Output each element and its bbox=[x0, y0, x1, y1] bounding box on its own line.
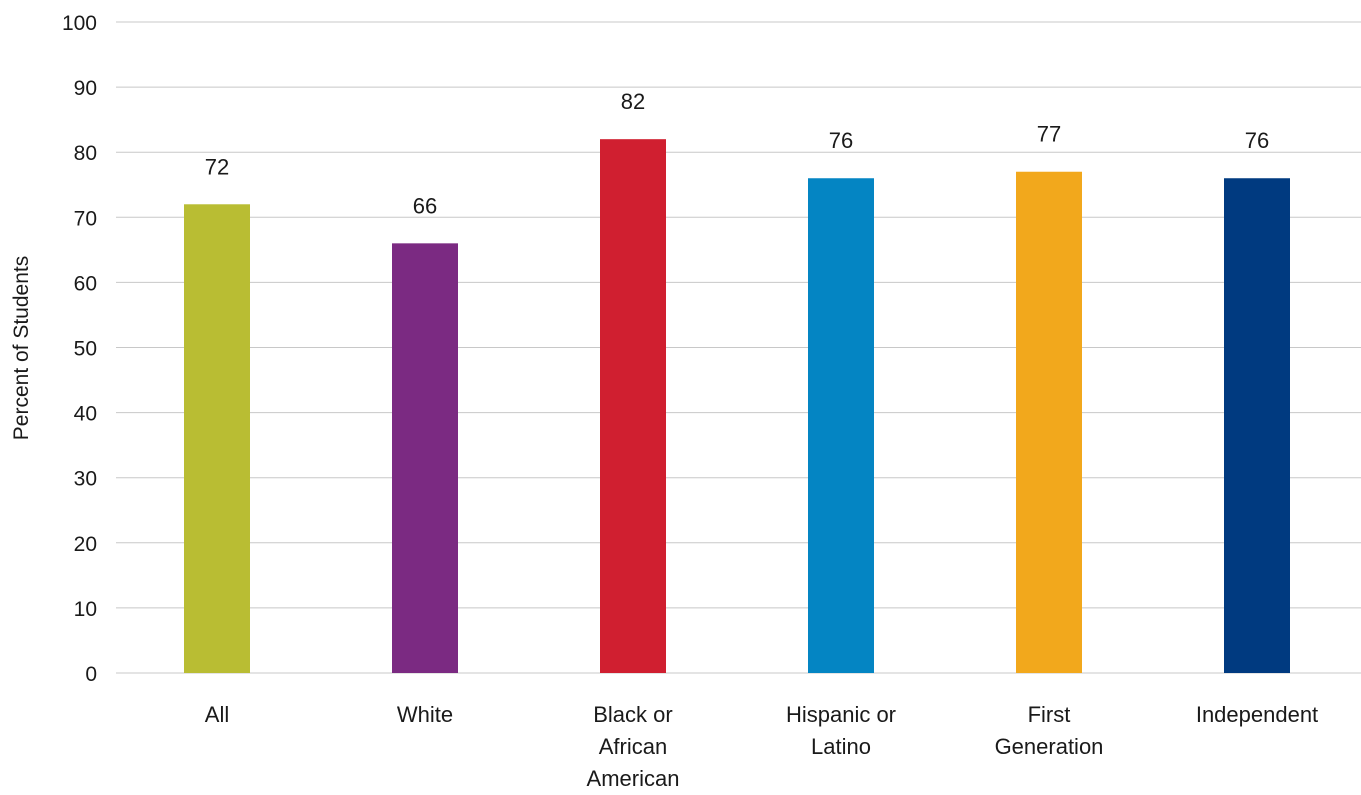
bar-2 bbox=[600, 139, 666, 673]
category-label-line: White bbox=[397, 702, 453, 727]
category-label-line: Generation bbox=[995, 734, 1104, 759]
category-label-line: All bbox=[205, 702, 229, 727]
bar-5 bbox=[1224, 178, 1290, 674]
y-axis-ticks: 0 10 20 30 40 50 60 70 80 90 100 bbox=[62, 12, 97, 686]
category-label-1: White bbox=[397, 702, 453, 727]
y-tick-label-20: 20 bbox=[74, 533, 97, 556]
y-tick-label-100: 100 bbox=[62, 12, 97, 35]
category-label-4: First Generation bbox=[995, 702, 1104, 759]
category-label-line: African bbox=[599, 734, 667, 759]
y-tick-label-90: 90 bbox=[74, 77, 97, 100]
category-label-line: First bbox=[1028, 702, 1071, 727]
category-label-0: All bbox=[205, 702, 229, 727]
y-tick-label-80: 80 bbox=[74, 142, 97, 165]
gridlines bbox=[116, 21, 1361, 674]
bars bbox=[184, 139, 1290, 674]
category-label-line: Latino bbox=[811, 734, 871, 759]
y-tick-label-0: 0 bbox=[85, 663, 97, 686]
category-label-2: Black or African American bbox=[587, 702, 680, 790]
y-axis-title: Percent of Students bbox=[10, 256, 33, 440]
category-label-5: Independent bbox=[1196, 702, 1318, 727]
bar-1 bbox=[392, 243, 458, 673]
category-label-3: Hispanic or Latino bbox=[786, 702, 896, 759]
category-label-line: Independent bbox=[1196, 702, 1318, 727]
bar-3 bbox=[808, 178, 874, 674]
x-axis-categories: All White Black or African American Hispanic … bbox=[205, 702, 1318, 791]
data-labels: 72 66 82 76 77 76 bbox=[205, 89, 1269, 218]
y-tick-label-50: 50 bbox=[74, 338, 97, 361]
bar-0 bbox=[184, 204, 250, 673]
y-tick-label-30: 30 bbox=[74, 468, 97, 491]
y-tick-label-60: 60 bbox=[74, 272, 97, 295]
data-label-4: 77 bbox=[1037, 122, 1061, 147]
data-label-1: 66 bbox=[413, 193, 437, 218]
category-label-line: Hispanic or bbox=[786, 702, 896, 727]
y-tick-label-70: 70 bbox=[74, 207, 97, 230]
data-label-5: 76 bbox=[1245, 128, 1269, 153]
y-tick-label-10: 10 bbox=[74, 598, 97, 621]
data-label-3: 76 bbox=[829, 128, 853, 153]
bar-4 bbox=[1016, 171, 1082, 674]
category-label-line: Black or bbox=[593, 702, 672, 727]
data-label-0: 72 bbox=[205, 154, 229, 179]
category-label-line: American bbox=[587, 766, 680, 790]
data-label-2: 82 bbox=[621, 89, 645, 114]
y-tick-label-40: 40 bbox=[74, 403, 97, 426]
